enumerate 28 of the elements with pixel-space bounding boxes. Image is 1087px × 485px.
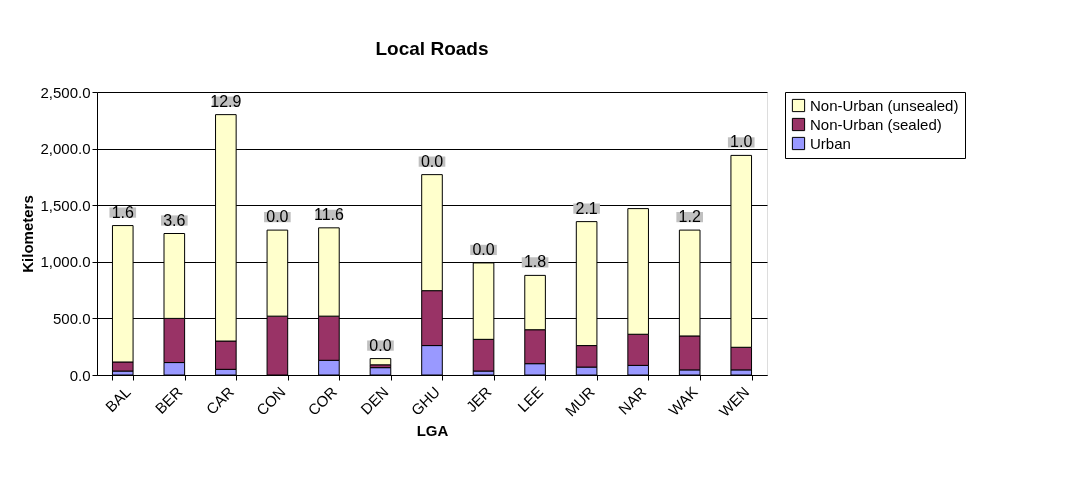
annotation: 0.0 — [369, 336, 392, 354]
annotation: 2.1 — [575, 199, 598, 217]
annotation: 0.0 — [420, 152, 444, 170]
x-tick-label: BAL — [101, 383, 134, 416]
y-tick-label: 0.0 — [69, 366, 91, 384]
legend-label: Non-Urban (unsealed) — [810, 96, 959, 114]
y-axis-title: Kilometers — [19, 195, 37, 273]
x-tick-label: JER — [462, 382, 495, 416]
y-tick-label: 2,500.0 — [40, 83, 91, 101]
x-tick-label: CAR — [202, 382, 238, 418]
annotation: 12.9 — [210, 92, 242, 110]
bar — [369, 358, 392, 366]
annotation: 1.2 — [678, 208, 701, 226]
chart-title: Local Roads — [375, 38, 489, 59]
annotation: 3.6 — [163, 211, 186, 229]
legend-label: Urban — [810, 134, 851, 152]
x-axis-title: LGA — [416, 421, 449, 439]
y-tick-label: 1,000.0 — [40, 253, 91, 271]
annotation: 0.0 — [472, 240, 495, 258]
annotation: 1.6 — [111, 203, 134, 221]
y-tick-label: 2,000.0 — [40, 140, 91, 158]
y-tick-label: 1,500.0 — [40, 196, 91, 214]
annotation: 1.8 — [523, 253, 547, 271]
annotation: 11.6 — [313, 205, 344, 223]
y-tick-label: 500.0 — [52, 309, 91, 327]
annotation: 1.0 — [730, 133, 753, 151]
annotation: 0.0 — [266, 208, 289, 226]
legend-label: Non-Urban (sealed) — [810, 115, 942, 133]
